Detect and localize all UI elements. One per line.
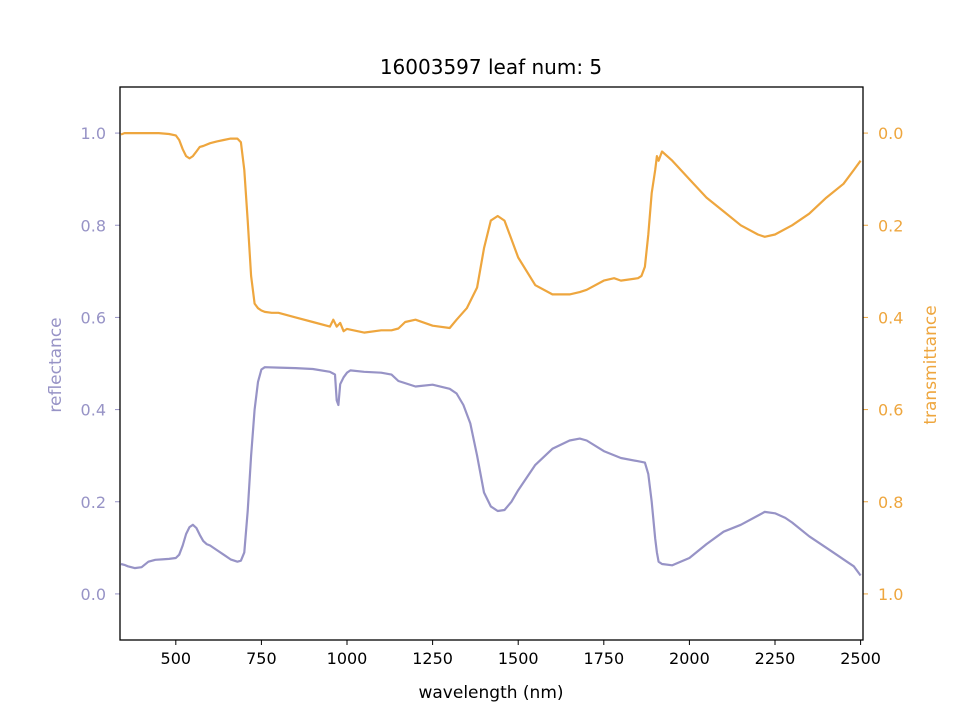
x-axis: 500 750 1000 1250 1500 1750 2000 2250 2500 bbox=[161, 640, 881, 668]
y-tick-label: 0.4 bbox=[81, 401, 106, 420]
x-tick-label: 500 bbox=[161, 649, 192, 668]
x-tick-label: 2000 bbox=[669, 649, 710, 668]
x-tick-label: 1500 bbox=[498, 649, 539, 668]
y-tick-label: 1.0 bbox=[81, 124, 106, 143]
y-tick-label: 0.0 bbox=[81, 585, 106, 604]
y-axis-label-reflectance: reflectance bbox=[46, 317, 66, 412]
y-tick-label: 0.8 bbox=[81, 216, 106, 235]
y-axis-label-transmittance: transmittance bbox=[921, 305, 941, 424]
reflectance-line bbox=[120, 366, 862, 577]
plot-frame bbox=[119, 86, 864, 641]
y2-tick-label: 1.0 bbox=[878, 585, 903, 604]
y-tick-label: 0.2 bbox=[81, 493, 106, 512]
chart-title: 16003597 leaf num: 5 bbox=[380, 55, 602, 79]
y2-tick-label: 0.6 bbox=[878, 401, 903, 420]
x-tick-label: 2500 bbox=[840, 649, 881, 668]
x-axis-label: wavelength (nm) bbox=[418, 683, 563, 703]
x-tick-label: 1750 bbox=[583, 649, 624, 668]
y2-tick-label: 0.8 bbox=[878, 493, 903, 512]
plot-area bbox=[120, 132, 862, 577]
transmittance-line bbox=[120, 132, 862, 334]
y2-tick-label: 0.2 bbox=[878, 216, 903, 235]
y-axis-reflectance: 0.0 0.2 0.4 0.6 0.8 1.0 bbox=[81, 124, 120, 604]
y-tick-label: 0.6 bbox=[81, 308, 106, 327]
y2-tick-label: 0.4 bbox=[878, 308, 903, 327]
x-tick-label: 2250 bbox=[755, 649, 796, 668]
x-tick-label: 750 bbox=[246, 649, 277, 668]
y2-tick-label: 0.0 bbox=[878, 124, 903, 143]
y-axis-transmittance: 0.0 0.2 0.4 0.6 0.8 1.0 bbox=[863, 124, 903, 604]
x-tick-label: 1000 bbox=[327, 649, 368, 668]
x-tick-label: 1250 bbox=[412, 649, 453, 668]
